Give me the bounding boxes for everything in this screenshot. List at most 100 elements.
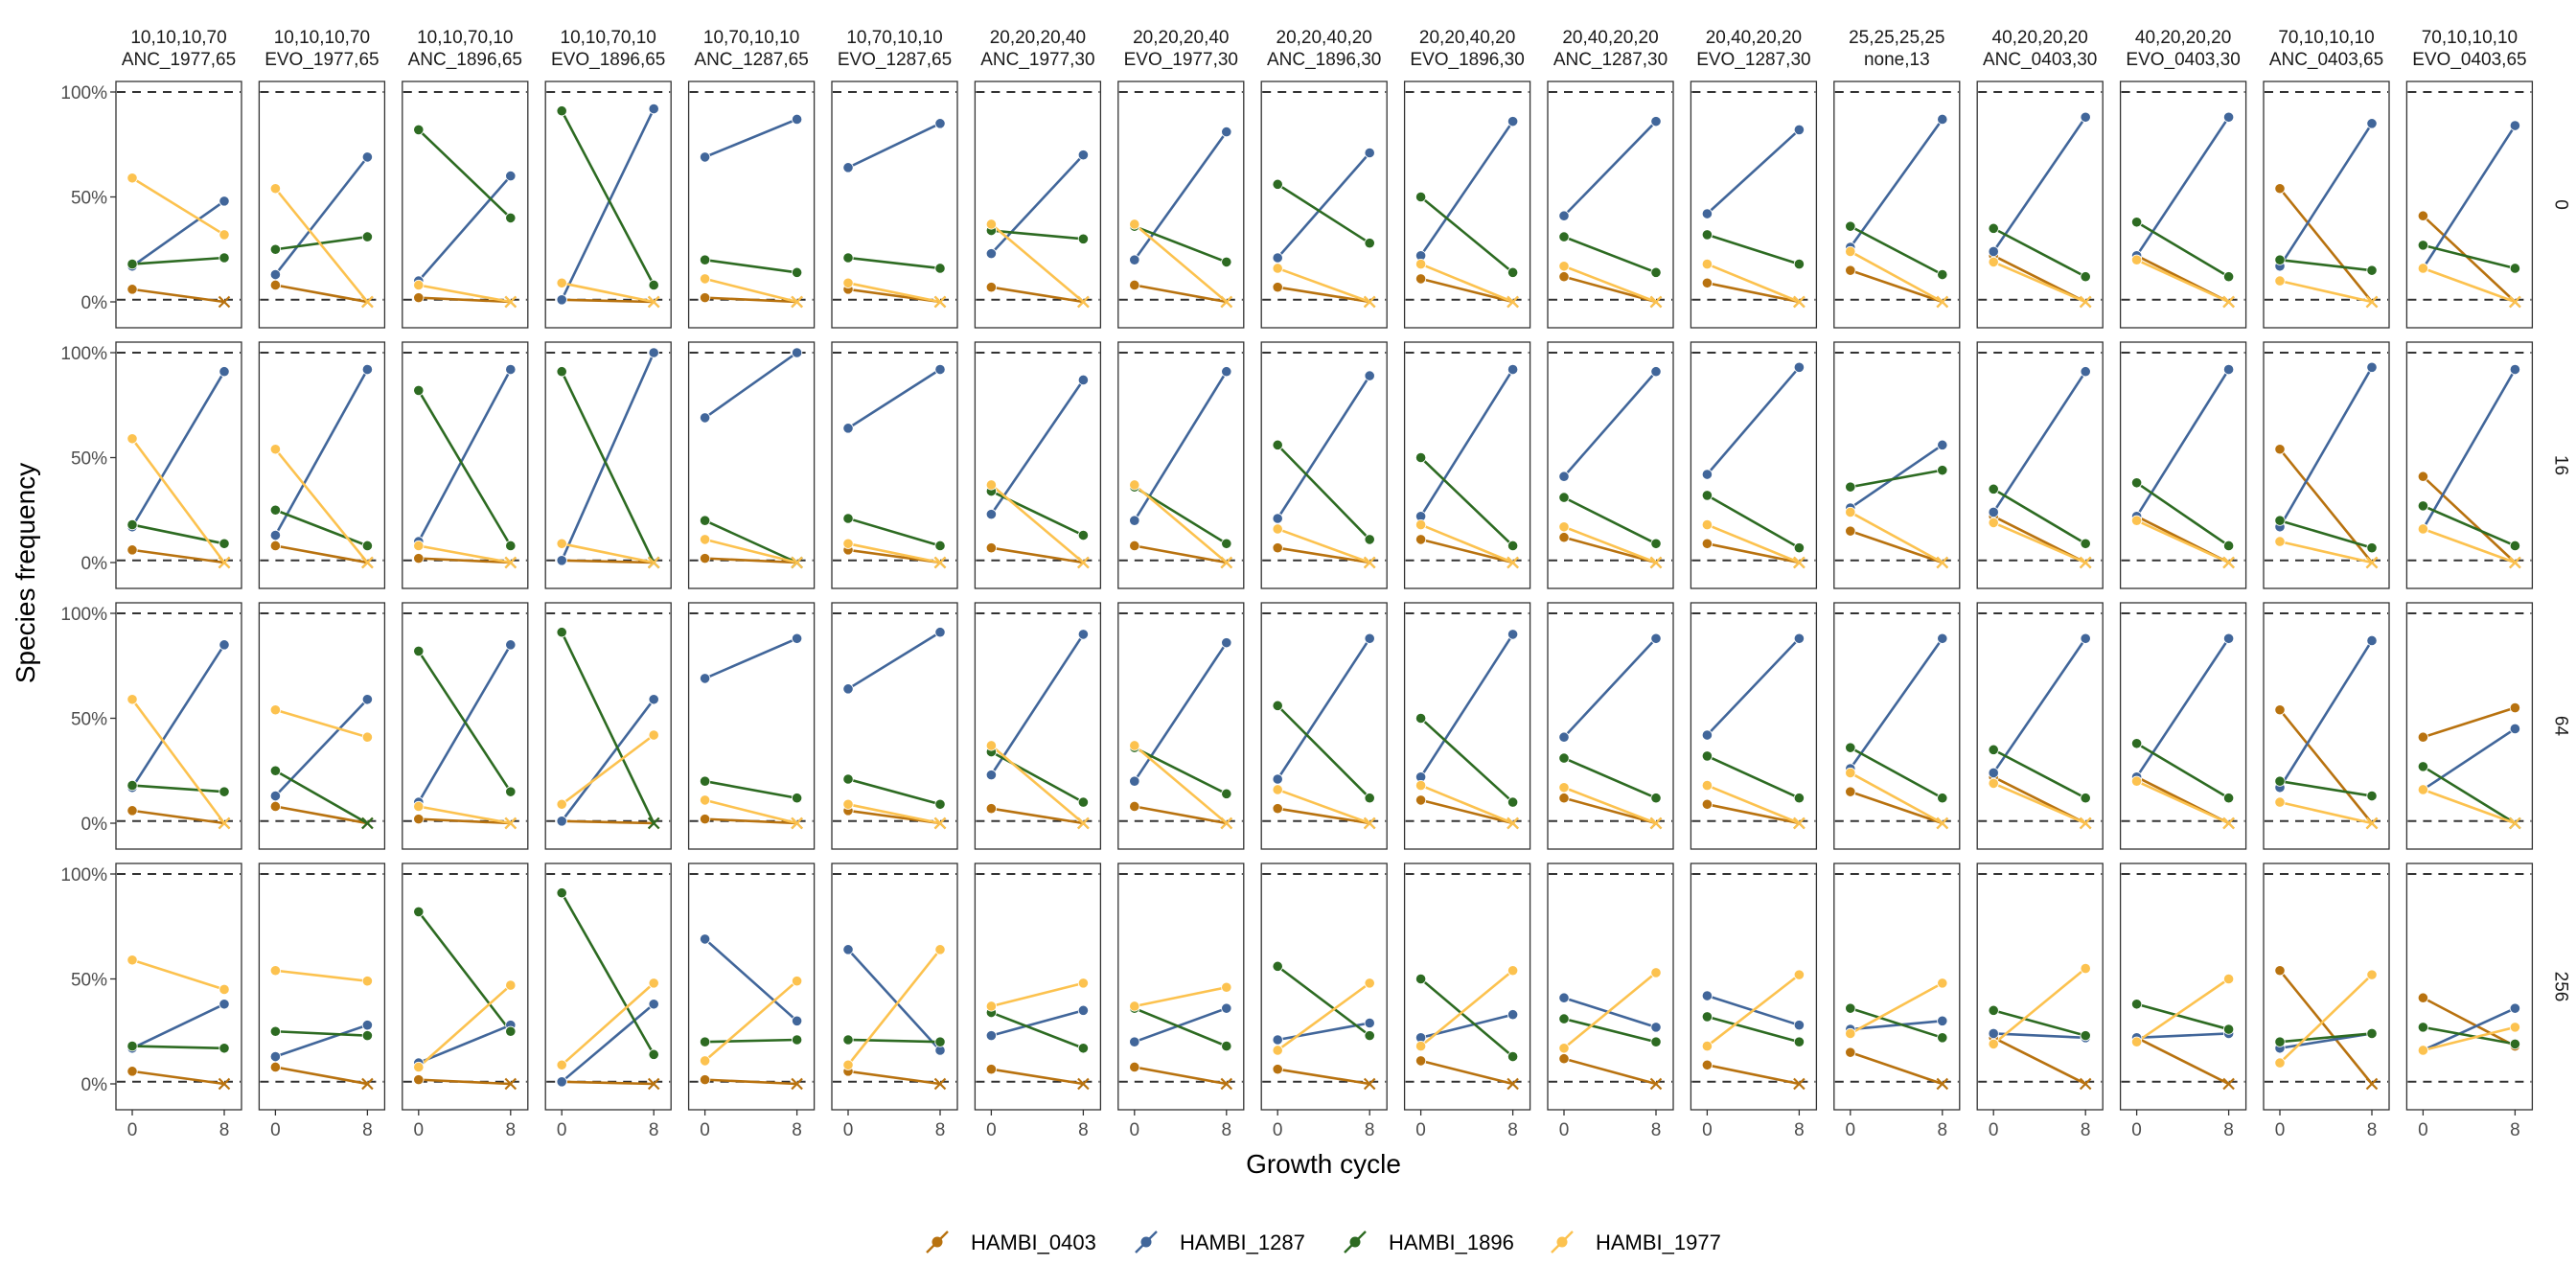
series-line (847, 803, 941, 825)
data-point (1077, 1004, 1090, 1016)
data-point (648, 103, 659, 115)
series-line (1276, 1068, 1370, 1086)
series-line (1276, 444, 1371, 540)
series-line (417, 650, 512, 793)
series-line (561, 107, 656, 301)
x-tick-label: 0 (986, 1120, 997, 1140)
data-point (1650, 1022, 1662, 1033)
data-point (1507, 629, 1519, 640)
data-point (1988, 517, 1999, 528)
facet-panel (258, 862, 386, 1111)
series-line (990, 1011, 1084, 1049)
series-line (847, 631, 941, 690)
data-point (1701, 1011, 1714, 1023)
series-line (991, 1068, 1084, 1086)
x-tick-label: 0 (1846, 1120, 1856, 1140)
series-line (1134, 985, 1228, 1008)
legend-item: HAMBI_1287 (1135, 1230, 1305, 1254)
series-line (418, 805, 512, 825)
series-line (131, 958, 225, 991)
data-point (1129, 540, 1140, 552)
data-point (2080, 111, 2091, 123)
data-point (2274, 536, 2286, 547)
series-line (131, 288, 225, 304)
data-point (1507, 116, 1519, 127)
data-point (699, 254, 711, 265)
data-point (1272, 282, 1283, 293)
data-point (2274, 515, 2286, 526)
data-point (1221, 1002, 1232, 1014)
series-line (417, 128, 512, 219)
series-line (131, 256, 225, 265)
series-line (1992, 782, 2086, 825)
series-line (1276, 981, 1370, 1052)
facet-panel (1690, 341, 1818, 589)
data-point (1415, 1055, 1427, 1067)
extinct-point (1077, 1077, 1090, 1091)
series-line (1420, 277, 1513, 304)
series-line (561, 371, 656, 564)
data-point (1650, 266, 1662, 278)
data-point (1415, 779, 1427, 792)
data-point (2274, 254, 2286, 265)
extinct-point (2079, 1077, 2092, 1091)
series-line (846, 949, 942, 1067)
series-line (991, 981, 1084, 1008)
extinct-point (218, 556, 231, 569)
data-point (218, 252, 230, 264)
data-point (842, 1059, 854, 1070)
series-line (704, 118, 798, 159)
series-line (2422, 266, 2516, 304)
extinct-point (1793, 1077, 1806, 1091)
series-line (1134, 224, 1228, 264)
x-tick-label: 0 (843, 1120, 854, 1140)
data-point (2274, 275, 2286, 287)
data-point (1937, 632, 1948, 644)
data-point (1272, 773, 1283, 785)
data-point (1793, 1036, 1806, 1047)
data-point (2080, 962, 2091, 975)
x-tick-label: 0 (1702, 1120, 1713, 1140)
data-point (413, 540, 425, 552)
series-line (847, 542, 941, 564)
panel-border (1547, 862, 1674, 1111)
data-point (556, 366, 567, 378)
facet-panel (544, 80, 672, 329)
data-point (1701, 798, 1714, 810)
data-point (218, 1043, 230, 1054)
data-point (1701, 990, 1714, 1001)
data-point (1272, 1064, 1283, 1075)
data-point (1221, 538, 1232, 549)
data-point (413, 124, 425, 136)
data-point (2131, 254, 2143, 265)
y-tick-label: 0% (81, 1075, 108, 1095)
x-tick-label: 8 (219, 1120, 230, 1140)
series-line (562, 559, 655, 564)
data-point (1845, 1027, 1856, 1040)
panel-border (258, 341, 386, 589)
extinct-point (1649, 1077, 1663, 1091)
series-line (1706, 523, 1800, 564)
series-line (1849, 637, 1944, 770)
series-line (847, 122, 941, 170)
data-point (791, 793, 803, 804)
column-strip-line2: ANC_1977,30 (980, 50, 1094, 70)
data-point (699, 814, 711, 825)
data-point (1129, 515, 1140, 526)
extinct-point (933, 556, 947, 569)
series-line (275, 544, 368, 564)
panel-border (1976, 862, 2104, 1111)
x-tick-label: 8 (792, 1120, 802, 1140)
y-axis-title: Species frequency (11, 463, 40, 683)
series-line (1992, 488, 2086, 545)
data-point (2223, 973, 2235, 985)
x-tick-label: 8 (1938, 1120, 1948, 1140)
series-line (847, 256, 941, 270)
data-point (361, 363, 373, 376)
data-point (413, 553, 425, 564)
facet-panel (1833, 80, 1961, 329)
data-point (842, 683, 854, 695)
extinct-point (2365, 295, 2379, 309)
data-point (1129, 1036, 1140, 1047)
extinct-point (504, 816, 518, 830)
